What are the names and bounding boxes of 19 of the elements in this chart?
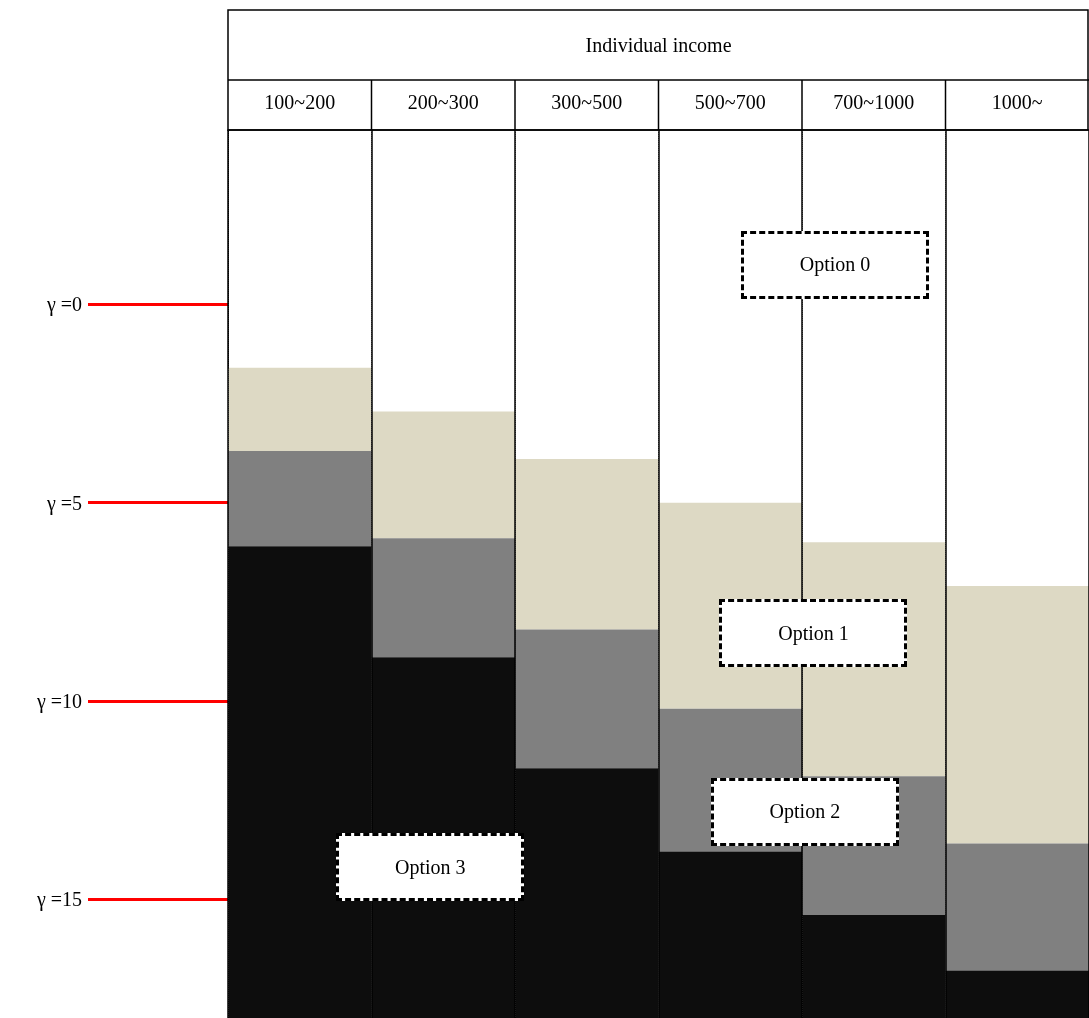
y-tick-label: γ =10: [35, 689, 82, 713]
y-tick-label: γ =5: [45, 491, 82, 515]
x-axis-title: Individual income: [585, 34, 732, 56]
x-tick-label: 100~200: [264, 91, 336, 113]
x-tick-label: 1000~: [991, 91, 1043, 113]
annotation: Option 0: [799, 253, 871, 277]
series-label: Option 3: [395, 855, 466, 879]
x-tick-label: 700~1000: [833, 91, 915, 113]
x-tick-label: 300~500: [551, 91, 623, 113]
label-box: Option 2: [710, 777, 899, 846]
x-tick-label: 500~700: [694, 91, 766, 113]
x-tick-label: 200~300: [407, 91, 479, 113]
label-box: Option 1: [719, 599, 908, 668]
y-tick-label: γ =0: [45, 293, 82, 317]
series-label: Option 2: [769, 800, 841, 824]
label-box: Option 3: [336, 833, 525, 902]
series-label: Option 1: [778, 621, 849, 645]
label-box: Option 0: [741, 230, 929, 299]
y-tick-label: γ =15: [35, 888, 82, 912]
